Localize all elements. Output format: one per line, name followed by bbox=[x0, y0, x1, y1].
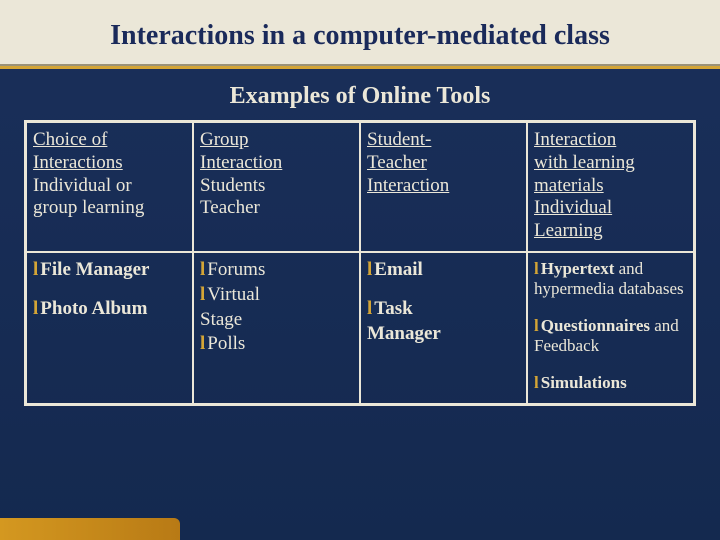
header-subline: Students bbox=[200, 175, 265, 196]
tool-label: Virtual bbox=[207, 284, 260, 305]
tool-item: lSimulations bbox=[534, 373, 689, 393]
tool-label: Task bbox=[374, 298, 412, 319]
tools-cell-1: lForumslVirtualStagelPolls bbox=[193, 252, 360, 404]
header-cell-1: Group InteractionStudentsTeacher bbox=[193, 122, 360, 252]
tool-label: File Manager bbox=[40, 259, 149, 280]
tool-item: lQuestionnaires and Feedback bbox=[534, 316, 689, 357]
tools-cell-0: lFile ManagerlPhoto Album bbox=[26, 252, 193, 404]
tool-item: lVirtual bbox=[200, 284, 355, 307]
tool-label: Simulations bbox=[541, 373, 627, 392]
tool-label: Questionnaires bbox=[541, 316, 650, 335]
tool-label: Polls bbox=[207, 333, 245, 354]
tool-item: lTask bbox=[367, 298, 522, 321]
tools-cell-3: lHypertext and hypermedia databaseslQues… bbox=[527, 252, 694, 404]
header-line: Group bbox=[200, 129, 249, 150]
header-subline: group learning bbox=[33, 197, 144, 218]
header-subline: Teacher bbox=[200, 197, 260, 218]
slide-title: Interactions in a computer-mediated clas… bbox=[0, 20, 720, 52]
header-line: Student- bbox=[367, 129, 431, 150]
accent-line bbox=[0, 66, 720, 69]
bullet-icon: l bbox=[200, 284, 205, 305]
header-line: materials bbox=[534, 175, 604, 196]
bullet-icon: l bbox=[367, 259, 372, 280]
tool-label: Photo Album bbox=[40, 298, 147, 319]
bullet-icon: l bbox=[534, 373, 539, 392]
tools-cell-2: lEmaillTaskManager bbox=[360, 252, 527, 404]
bullet-icon: l bbox=[534, 316, 539, 335]
header-subline: Individual or bbox=[33, 175, 132, 196]
tool-item: lFile Manager bbox=[33, 259, 188, 282]
header-cell-2: Student-Teacher Interaction bbox=[360, 122, 527, 252]
bullet-icon: l bbox=[33, 259, 38, 280]
table-grid: Choice of InteractionsIndividual or grou… bbox=[24, 120, 696, 406]
header-line: Interaction bbox=[367, 175, 449, 196]
title-band: Interactions in a computer-mediated clas… bbox=[0, 0, 720, 66]
header-subline: Learning bbox=[534, 220, 603, 241]
bullet-icon: l bbox=[33, 298, 38, 319]
bullet-icon: l bbox=[200, 333, 205, 354]
header-cell-3: Interactionwith learning materialsIndivi… bbox=[527, 122, 694, 252]
tool-item: lPolls bbox=[200, 333, 355, 356]
tool-item: lHypertext and hypermedia databases bbox=[534, 259, 689, 300]
tool-item: lForums bbox=[200, 259, 355, 282]
bullet-icon: l bbox=[200, 259, 205, 280]
tool-label: Hypertext bbox=[541, 259, 615, 278]
tool-item-cont: Manager bbox=[367, 323, 522, 346]
header-cell-0: Choice of InteractionsIndividual or grou… bbox=[26, 122, 193, 252]
header-line: Interaction bbox=[200, 152, 282, 173]
bullet-icon: l bbox=[367, 298, 372, 319]
header-line: Interaction bbox=[534, 129, 616, 150]
tool-item: lEmail bbox=[367, 259, 522, 282]
tool-label: Forums bbox=[207, 259, 265, 280]
bullet-icon: l bbox=[534, 259, 539, 278]
header-line: Interactions bbox=[33, 152, 123, 173]
header-subline: Individual bbox=[534, 197, 612, 218]
header-line: Choice of bbox=[33, 129, 107, 150]
bottom-decoration bbox=[0, 518, 180, 540]
tool-item-cont: Stage bbox=[200, 309, 355, 332]
tool-label: Email bbox=[374, 259, 423, 280]
header-line: Teacher bbox=[367, 152, 427, 173]
slide-subtitle: Examples of Online Tools bbox=[0, 83, 720, 110]
header-line: with learning bbox=[534, 152, 635, 173]
tool-item: lPhoto Album bbox=[33, 298, 188, 321]
